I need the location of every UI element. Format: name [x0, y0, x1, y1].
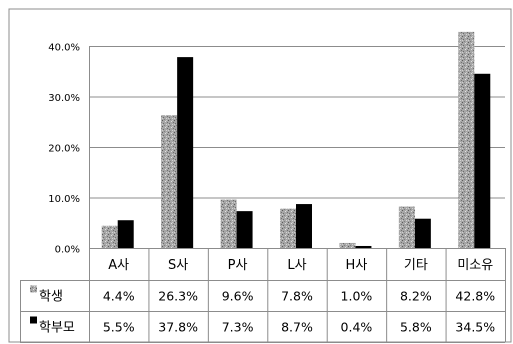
bar-parent-4 [355, 245, 372, 248]
category-label: A사 [108, 258, 129, 273]
bar-student-4 [339, 242, 356, 248]
category-label: 미소유 [457, 258, 493, 273]
data-label: 7.8% [281, 289, 313, 304]
bar-student-5 [398, 206, 415, 248]
data-label: 8.2% [400, 289, 432, 304]
data-label: 5.8% [400, 320, 432, 335]
legend-label-student: 학생 [39, 290, 63, 305]
data-label: 42.8% [455, 289, 495, 304]
category-label: H사 [346, 258, 368, 273]
category-label: 기타 [404, 258, 428, 273]
bar-student-6 [458, 31, 475, 248]
bar-student-2 [220, 199, 237, 248]
data-label: 4.4% [103, 289, 135, 304]
legend-label-parent: 학부모 [39, 321, 75, 336]
data-label: 8.7% [281, 320, 313, 335]
chart-border [8, 8, 512, 343]
legend-key-student [30, 285, 37, 293]
data-label: 1.0% [341, 289, 373, 304]
bar-student-0 [101, 225, 118, 248]
bar-parent-0 [117, 220, 134, 248]
bar-parent-1 [177, 57, 194, 248]
bar-parent-6 [474, 73, 491, 249]
data-label: 5.5% [103, 320, 135, 335]
y-tick-label: 10.0% [48, 194, 80, 205]
bar-student-1 [161, 115, 178, 248]
bar-parent-2 [236, 211, 253, 248]
bar-student-3 [280, 208, 296, 248]
y-tick-label: 0.0% [55, 245, 80, 256]
data-label: 37.8% [158, 320, 198, 335]
category-label: S사 [168, 258, 188, 273]
y-tick-label: 30.0% [48, 93, 80, 104]
category-label: L사 [287, 258, 306, 273]
y-tick-label: 20.0% [48, 144, 80, 155]
data-label: 0.4% [341, 320, 373, 335]
legend-key-parent [30, 316, 37, 324]
data-label: 7.3% [222, 320, 254, 335]
y-tick-label: 40.0% [48, 43, 80, 54]
bar-parent-5 [414, 218, 431, 248]
data-label: 26.3% [158, 289, 198, 304]
category-label: P사 [228, 258, 248, 273]
data-label: 9.6% [222, 289, 254, 304]
data-label: 34.5% [455, 320, 495, 335]
bar-parent-3 [296, 204, 312, 248]
